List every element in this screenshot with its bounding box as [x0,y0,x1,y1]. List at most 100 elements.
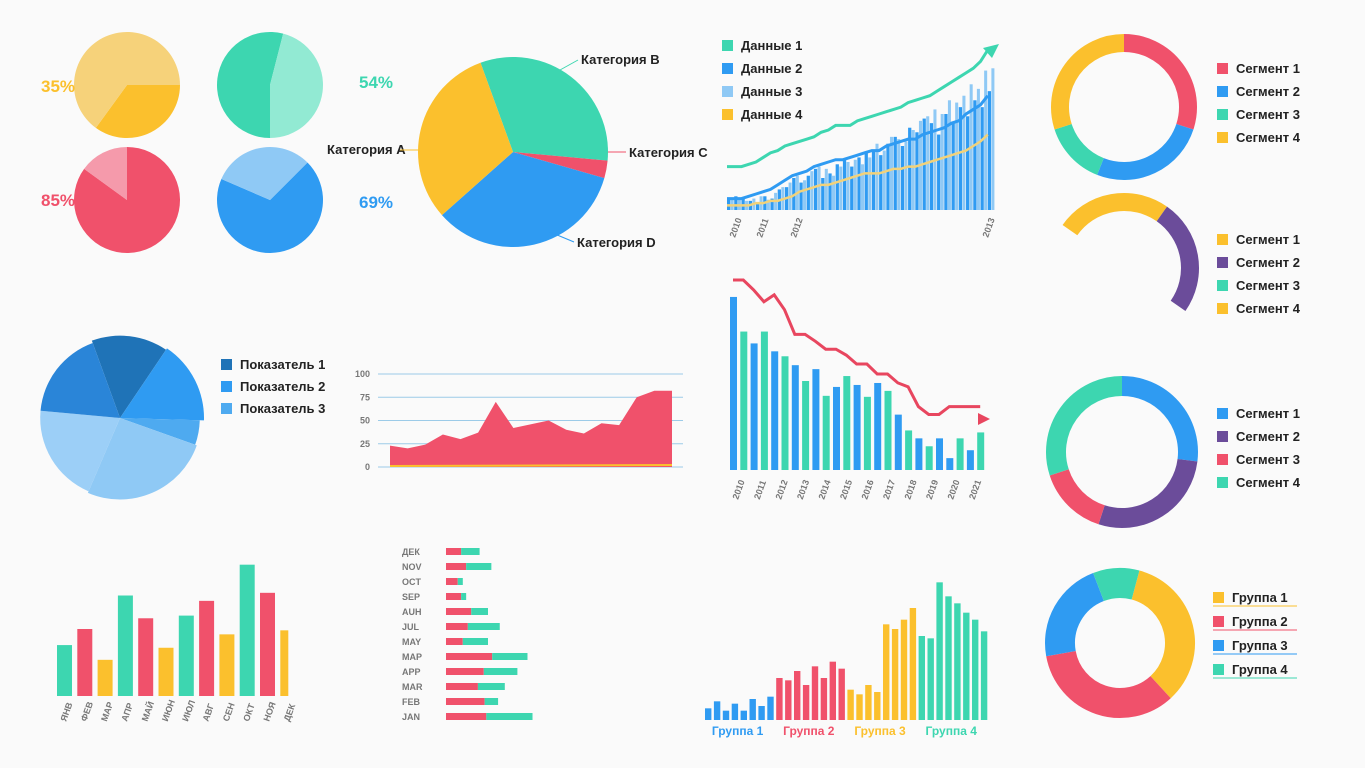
bar-segment [461,593,467,600]
x-tick: ЯНВ [58,700,74,722]
bar [158,647,174,696]
bar [875,143,879,210]
y-tick: AUH [402,607,422,617]
bar-segment [446,548,462,555]
bar-segment [446,668,484,675]
segment-donut-3: Сегмент 1 Сегмент 2 Сегмент 3 Сегмент 4 [1046,376,1301,528]
bar [911,130,915,210]
legend-label: Данные 1 [741,38,802,53]
y-tick: MAP [402,652,422,662]
bar [705,708,712,720]
group-label: Группа 2 [783,724,835,738]
group-bar-chart: Группа 1 Группа 2 Группа 3 Группа 4 [705,582,988,738]
bar [791,365,799,470]
legend-swatch [722,63,733,74]
bar [963,612,970,720]
legend-label: Данные 4 [741,107,803,122]
bar [829,661,836,720]
legend-label: Сегмент 1 [1236,232,1300,247]
pie-slice [91,335,167,418]
percent-label: 35% [41,77,75,96]
legend-label: Сегмент 4 [1236,301,1301,316]
bar [760,331,768,470]
horizontal-bar-chart: ДЕК NOV OCT SEP AUH JUL MAY MAP APP MAR FEB JAN [402,547,533,722]
bar [966,116,970,210]
bar [835,164,839,210]
bar [884,390,892,470]
bar [824,168,828,210]
donut-segment [1130,570,1195,699]
donut-segment [1046,376,1123,476]
donut-segment [1098,458,1198,528]
x-tick: 2014 [816,478,832,500]
bar [980,631,988,720]
bar [897,139,901,210]
x-tick: ДЕК [282,702,298,723]
series-line [727,133,989,207]
y-tick: JAN [402,712,420,722]
group-label: Группа 4 [926,724,978,738]
x-tick: 2010 [730,478,746,500]
bar [722,710,730,720]
indicator-pie: Показатель 1 Показатель 2 Показатель 3 [40,335,325,500]
donut-segment [1045,572,1105,657]
bar [199,600,215,696]
bar [893,136,897,210]
pie-slice [270,33,323,138]
bar-segment [446,563,467,570]
bar [853,384,861,470]
bar-segment [462,638,488,645]
legend-swatch [1217,280,1228,291]
x-tick: ИЮН [160,698,177,722]
bar [929,123,934,210]
bar-segment [483,668,518,675]
bar [758,706,765,720]
x-tick: 2021 [967,478,983,500]
y-tick: MAR [402,682,423,692]
donut-segment [1121,376,1198,462]
y-tick: SEP [402,592,420,602]
area-chart: 100 75 50 25 0 [355,369,683,472]
bar [900,619,908,720]
pie-slice [418,62,513,216]
legend-swatch [1217,132,1228,143]
donut-segment [1049,468,1106,525]
legend-swatch [1217,63,1228,74]
x-tick: 2017 [881,478,897,500]
y-tick: JUL [402,622,420,632]
legend-label: Группа 2 [1232,614,1288,629]
bar [260,592,275,696]
legend-label: Сегмент 1 [1236,406,1300,421]
donut-segment [1097,123,1194,180]
x-tick: СЕН [221,701,237,722]
legend-swatch [1213,616,1224,627]
bar-segment [477,683,505,690]
bar [874,382,882,470]
bar [853,159,857,210]
bar [755,203,760,210]
bar [828,173,832,210]
legend-swatch [1217,109,1228,120]
pie-slice [513,152,608,179]
legend-swatch [221,403,232,414]
legend-swatch [722,109,733,120]
bar-segment [457,578,463,585]
bar [882,150,886,210]
y-tick: APP [402,667,421,677]
pie-slice [40,410,120,492]
bar-segment [461,548,480,555]
baseline-series [389,464,673,467]
y-tick: NOV [402,562,422,572]
bar [740,331,748,470]
bar [864,152,868,210]
bar [940,114,944,210]
legend-label: Показатель 2 [240,379,325,394]
bar-segment [466,563,492,570]
y-tick: FEB [402,697,421,707]
bar-segment [446,608,472,615]
x-tick: 2013 [795,478,811,500]
bar [77,629,93,696]
percent-pie-pct1: 35% [41,31,180,138]
bar [843,376,851,470]
